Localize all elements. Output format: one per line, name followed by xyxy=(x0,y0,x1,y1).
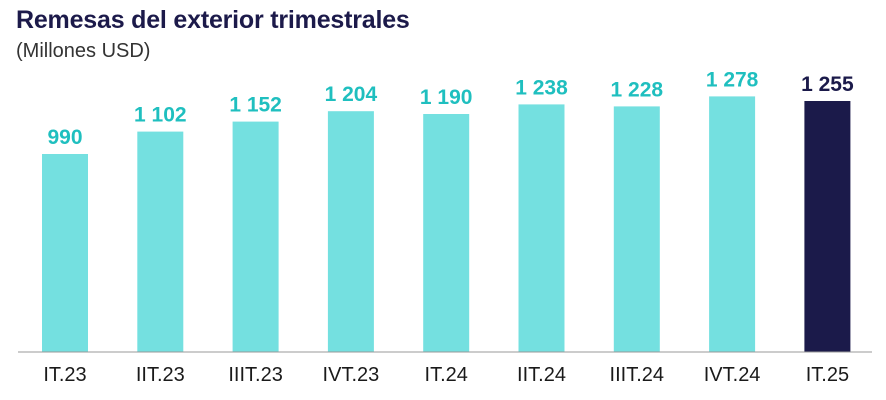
value-label: 1 102 xyxy=(134,104,187,127)
category-label: IT.23 xyxy=(43,364,86,386)
value-labels-group: 990 1 102 1 152 1 204 1 190 1 238 1 228 1 278 1 … xyxy=(47,68,854,149)
bar-it-25 xyxy=(804,101,851,352)
bar-ivt-24 xyxy=(709,96,756,353)
bar-it-24 xyxy=(423,114,470,352)
category-labels-group: IT.23 IIT.23 IIIT.23 IVT.23 IT.24 IIT.24 IIIT.… xyxy=(43,364,849,386)
bar-iit-23 xyxy=(137,131,184,352)
bar-ivt-23 xyxy=(327,111,374,352)
category-label: IT.24 xyxy=(425,364,468,386)
bars-group xyxy=(42,96,851,353)
bar-iiit-24 xyxy=(613,106,660,353)
value-label: 1 228 xyxy=(611,78,664,101)
value-label: 990 xyxy=(47,126,82,149)
category-label: IIT.23 xyxy=(136,364,185,386)
category-label: IVT.23 xyxy=(323,364,380,386)
value-label: 1 204 xyxy=(325,83,378,106)
category-label: IIIT.24 xyxy=(610,364,664,386)
value-label: 1 238 xyxy=(515,76,568,99)
bar-it-23 xyxy=(42,154,88,352)
value-label: 1 278 xyxy=(706,68,759,91)
chart-title: Remesas del exterior trimestrales xyxy=(16,6,410,34)
value-label: 1 255 xyxy=(801,73,854,96)
value-label: 1 190 xyxy=(420,86,473,109)
value-label: 1 152 xyxy=(229,94,282,117)
bar-iiit-23 xyxy=(232,121,279,352)
category-label: IT.25 xyxy=(806,364,849,386)
bar-iit-24 xyxy=(518,104,565,353)
category-label: IIT.24 xyxy=(517,364,566,386)
category-label: IIIT.23 xyxy=(228,364,282,386)
chart-subtitle: (Millones USD) xyxy=(16,40,151,62)
category-label: IVT.24 xyxy=(704,364,761,386)
